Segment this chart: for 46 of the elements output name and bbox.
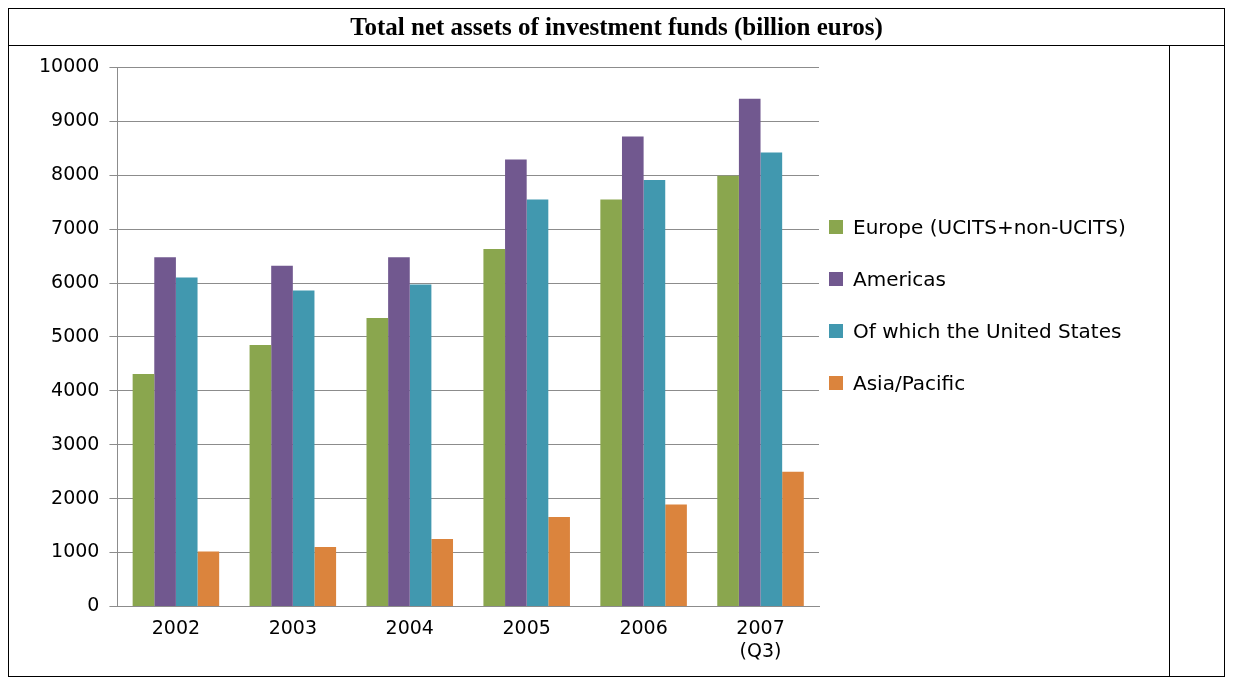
x-tick-label: 2006 (619, 615, 668, 638)
legend-label: Americas (853, 266, 946, 293)
bar (197, 551, 220, 606)
x-tick-label: 2005 (502, 615, 551, 638)
y-tick-label: 4000 (51, 377, 100, 400)
bar (409, 284, 432, 606)
bar (292, 290, 315, 606)
x-tick-label: 2004 (385, 615, 434, 638)
y-tick-label: 10000 (38, 54, 100, 77)
bar (483, 249, 506, 606)
x-tick-label: 2007 (Q3) (736, 615, 785, 661)
y-tick-label: 2000 (51, 485, 100, 508)
bar (621, 136, 644, 606)
legend-label: Of which the United States (853, 318, 1122, 345)
legend-label: Asia/Pacific (853, 370, 966, 397)
y-tick-label: 9000 (51, 108, 100, 131)
bar (600, 199, 622, 606)
y-tick-label: 0 (87, 593, 100, 616)
y-tick-label: 6000 (51, 269, 100, 292)
chart-title: Total net assets of investment funds (billion euros) (9, 9, 1224, 46)
bar (314, 547, 337, 606)
bar (505, 159, 527, 606)
bar (388, 257, 410, 606)
bar (782, 471, 804, 606)
y-tick-label: 1000 (51, 539, 100, 562)
y-tick-label: 5000 (51, 323, 100, 346)
bar (366, 318, 389, 606)
bar (717, 175, 739, 606)
bar (665, 504, 687, 606)
bar (249, 344, 272, 606)
bar (175, 277, 198, 606)
y-tick-label: 8000 (51, 162, 100, 185)
y-tick-label: 7000 (51, 216, 100, 239)
y-tick-label: 3000 (51, 431, 100, 454)
x-tick-label: 2003 (268, 615, 318, 638)
bar (132, 374, 155, 606)
bar (526, 199, 549, 606)
bar (431, 539, 454, 606)
bar (760, 152, 783, 606)
bar (738, 98, 761, 606)
bar (643, 180, 666, 606)
legend-label: Europe (UCITS+non-UCITS) (853, 214, 1126, 241)
bar (548, 516, 570, 606)
bar (271, 265, 293, 606)
bar (154, 257, 176, 606)
x-tick-label: 2002 (151, 615, 201, 638)
